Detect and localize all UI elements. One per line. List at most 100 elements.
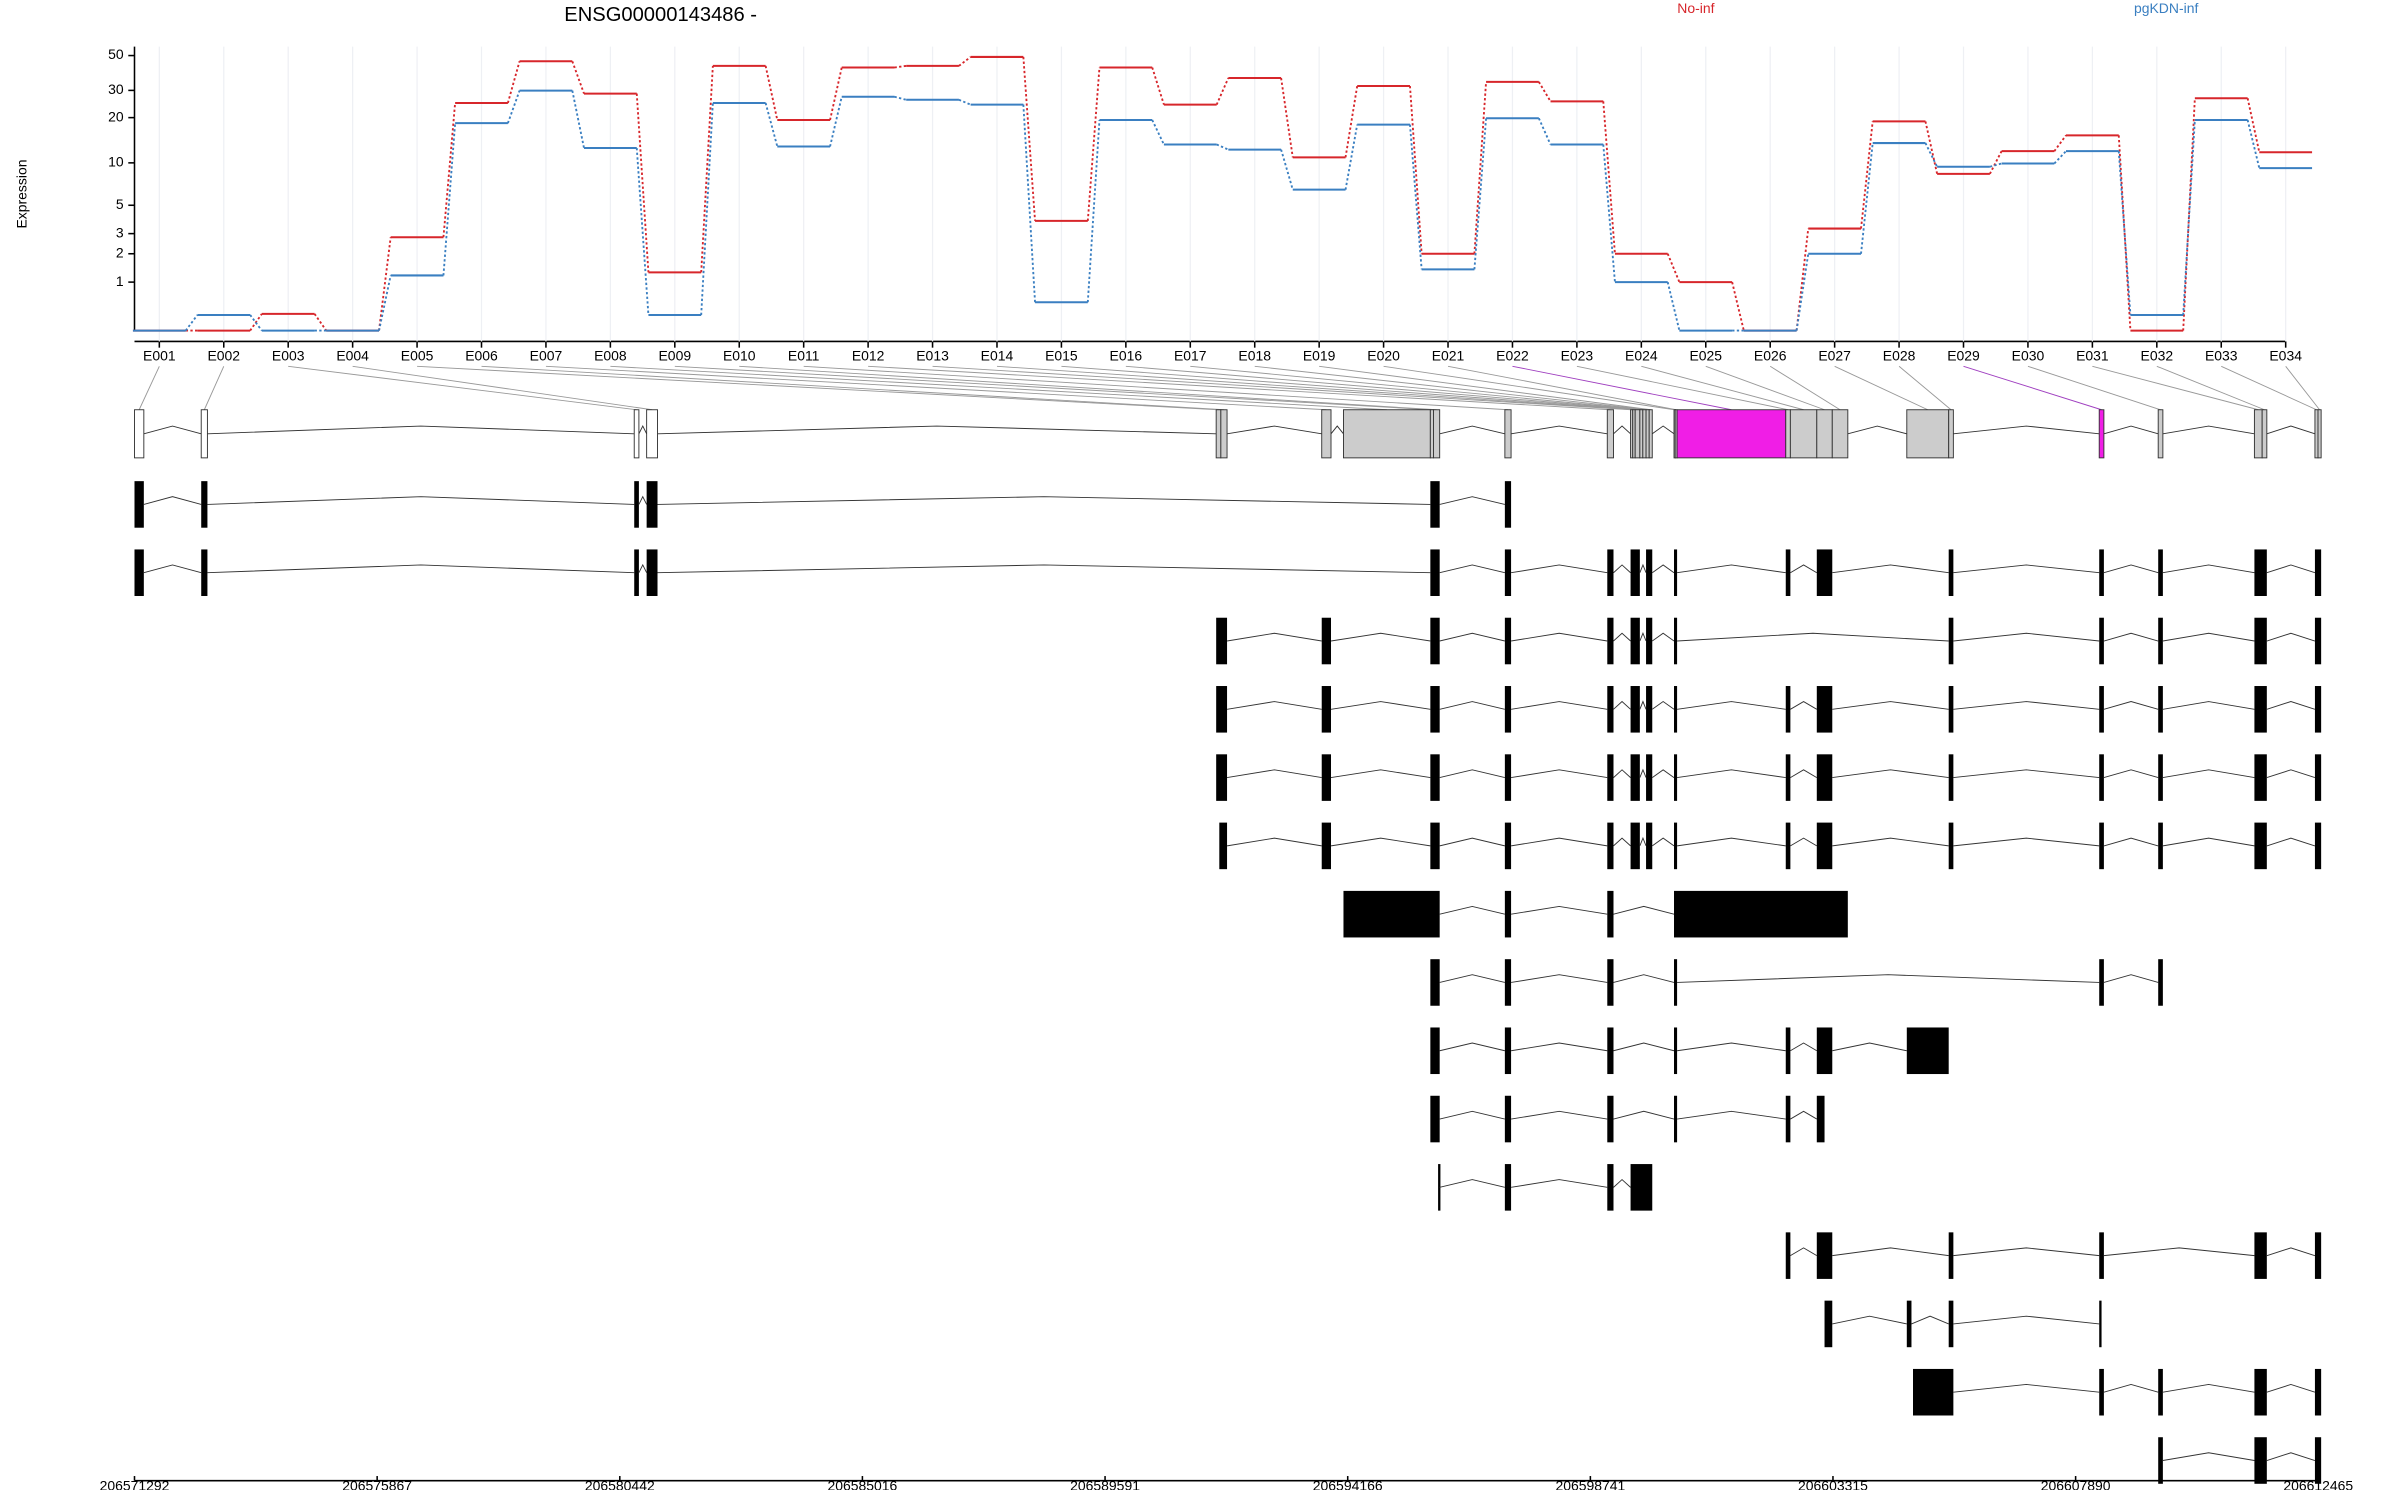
x-tick-label: E021: [1432, 348, 1465, 364]
x-tick-label: E030: [2012, 348, 2045, 364]
transcript-exon: [2314, 1232, 2322, 1279]
transcript-intron: [2266, 837, 2316, 847]
transcript-intron: [2266, 564, 2316, 574]
transcript-intron: [2266, 769, 2316, 779]
transcript-intron: [638, 495, 648, 505]
transcript-exon: [1630, 822, 1640, 870]
transcript-exon: [1816, 1232, 1833, 1279]
intron: [1847, 425, 1907, 435]
x-tick-label: E007: [530, 348, 563, 364]
transcript-intron: [1677, 632, 1949, 642]
transcript-exon: [1816, 754, 1833, 801]
transcript-intron: [207, 564, 635, 574]
transcript-intron: [1832, 1042, 1907, 1052]
expression-connector: [571, 90, 585, 149]
transcript-intron: [1651, 769, 1675, 778]
transcript-intron: [1330, 632, 1431, 642]
transcript-intron: [1439, 496, 1505, 505]
transcript-exon: [1504, 754, 1512, 801]
transcript-exon: [1504, 481, 1512, 528]
transcript-intron: [1832, 701, 1949, 710]
transcript-intron: [1439, 1042, 1505, 1052]
expression-connector: [1473, 81, 1488, 254]
transcript-intron: [2103, 1247, 2255, 1257]
expression-connector: [1731, 281, 1745, 331]
transcript-exon: [2254, 754, 2267, 801]
transcript-exon: [634, 481, 639, 528]
intron: [1651, 425, 1675, 435]
transcript-exon: [1343, 890, 1440, 938]
exon-link: [2221, 365, 2317, 411]
transcript-exon: [1430, 822, 1440, 870]
expression-connector: [958, 56, 972, 67]
expression-connector: [635, 93, 650, 273]
exon-link: [1898, 365, 1952, 411]
transcript-intron: [143, 564, 202, 574]
transcript-exon: [1646, 754, 1653, 801]
expression-connector: [700, 65, 714, 273]
transcript-intron: [2162, 1452, 2255, 1461]
transcript-exon: [1785, 1232, 1791, 1279]
transcript-intron: [1439, 905, 1505, 915]
transcript-intron: [1613, 905, 1675, 915]
y-tick-label: 2: [116, 244, 124, 260]
transcript-exon: [2314, 1368, 2322, 1416]
exon-link: [996, 365, 1634, 411]
x-tick-label: E022: [1496, 348, 1529, 364]
x-tick-label: E008: [594, 348, 627, 364]
transcript-intron: [1439, 701, 1505, 710]
transcript-intron: [1677, 1110, 1786, 1120]
expression-connector: [1344, 124, 1359, 190]
transcript-intron: [1330, 701, 1431, 710]
transcript-exon: [1913, 1368, 1954, 1416]
transcript-intron: [1613, 769, 1631, 778]
transcript-intron: [1330, 769, 1431, 779]
x-tick-label: E027: [1818, 348, 1851, 364]
expression-connector: [2053, 150, 2067, 165]
transcript-intron: [1613, 632, 1631, 642]
exon: [1343, 409, 1431, 459]
genome-tick-label: 206598741: [1555, 1478, 1625, 1490]
transcript-exon: [1948, 549, 1954, 596]
x-tick-label: E034: [2269, 348, 2302, 364]
transcript-intron: [2103, 769, 2159, 779]
intron: [1226, 425, 1322, 435]
transcript-exon: [1430, 686, 1440, 733]
intron: [1613, 425, 1631, 435]
transcript-exon: [2099, 959, 2104, 1006]
x-tick-label: E005: [401, 348, 434, 364]
exon-link: [2027, 365, 2161, 411]
intron: [1510, 425, 1608, 435]
transcript-intron: [1439, 1110, 1505, 1120]
transcript-exon: [1607, 959, 1614, 1006]
x-tick-label: E004: [336, 348, 369, 364]
exon: [1215, 409, 1222, 459]
expression-connector: [571, 60, 585, 94]
genome-tick-label: 206603315: [1798, 1478, 1868, 1490]
x-tick-label: E028: [1883, 348, 1916, 364]
transcript-exon: [2254, 617, 2267, 665]
exon: [1429, 409, 1434, 459]
transcript-exon: [1816, 1027, 1833, 1075]
transcript-intron: [1439, 564, 1505, 574]
transcript-intron: [1510, 837, 1608, 847]
expression-connector: [1280, 77, 1294, 158]
transcript-exon: [1607, 822, 1614, 870]
transcript-exon: [1630, 686, 1640, 733]
transcript-intron: [1790, 1042, 1818, 1052]
transcript-exon: [1504, 1027, 1512, 1075]
transcript-intron: [1613, 974, 1675, 983]
transcript-intron: [1953, 701, 2100, 710]
transcript-exon: [1607, 890, 1614, 938]
transcript-intron: [1439, 837, 1505, 847]
transcript-intron: [1953, 1247, 2100, 1257]
transcript-exon: [1646, 549, 1653, 596]
transcript-exon: [1607, 549, 1614, 596]
expression-connector: [2182, 98, 2196, 331]
transcript-exon: [1674, 822, 1678, 870]
transcript-intron: [1790, 564, 1818, 574]
x-tick-label: E011: [788, 348, 820, 364]
transcript-exon: [2314, 686, 2322, 733]
